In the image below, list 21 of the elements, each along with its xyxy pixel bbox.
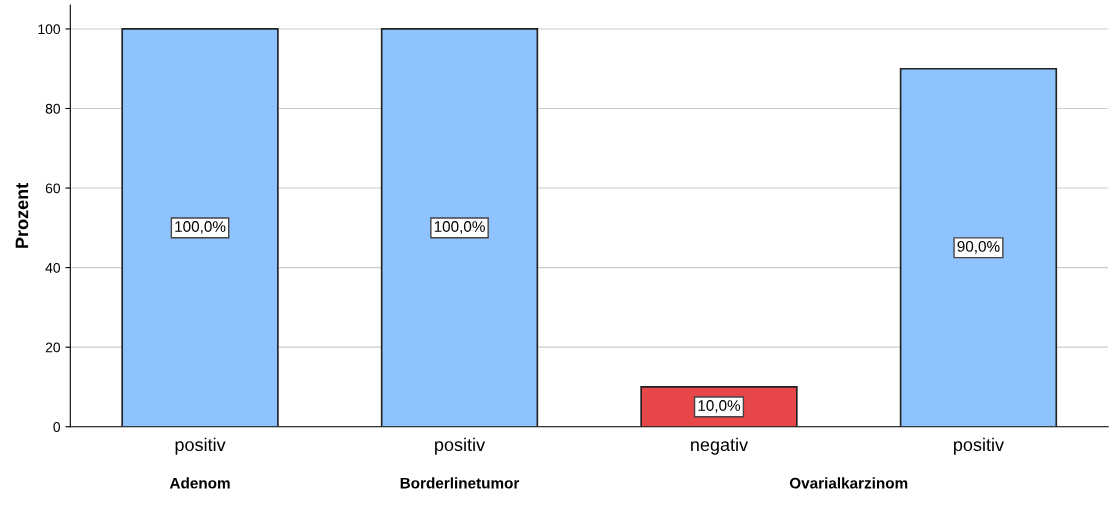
x-tick-label: positiv — [435, 437, 486, 455]
y-tick-label: 20 — [45, 342, 61, 353]
y-tick-label: 40 — [45, 262, 61, 273]
bar — [899, 67, 1058, 427]
y-axis-title: Prozent — [15, 183, 29, 248]
y-tick-label: 80 — [45, 103, 61, 114]
text: Ovarialkarzinom — [789, 477, 908, 489]
y-tick-label: 100 — [38, 24, 61, 35]
text: Adenom — [169, 477, 230, 489]
data-label: 10,0% — [698, 400, 741, 413]
y-tick-label: 60 — [45, 183, 61, 194]
x-tick-label: positiv — [175, 437, 226, 455]
x-tick-label: positiv — [954, 437, 1004, 455]
x-tick-label: negativ — [691, 437, 749, 455]
data-label: 100,0% — [434, 221, 485, 234]
y-tick-label: 0 — [53, 422, 61, 432]
bar — [380, 28, 539, 427]
data-label: 90,0% — [957, 241, 1000, 254]
text: Borderlinetumor — [400, 477, 520, 489]
bar — [121, 28, 279, 427]
data-label: 100,0% — [175, 221, 226, 234]
